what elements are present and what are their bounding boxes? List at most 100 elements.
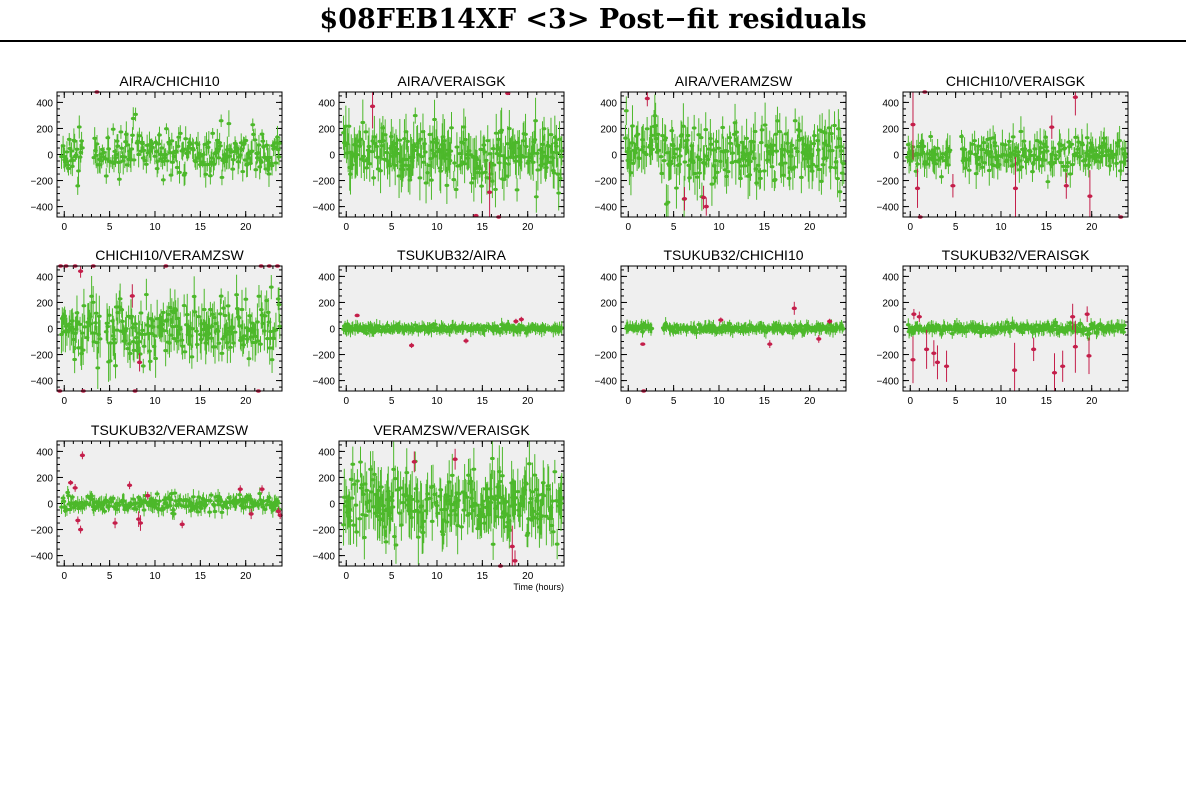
y-tick-label: −200	[876, 177, 899, 188]
residual-point	[255, 151, 261, 155]
residual-point	[169, 139, 175, 143]
residual-point	[262, 314, 268, 318]
residual-point	[532, 138, 538, 142]
residual-point	[640, 330, 645, 334]
residual-point	[129, 147, 135, 151]
x-tick-label: 0	[61, 222, 67, 233]
y-tick-label: 0	[893, 151, 899, 162]
residual-point	[114, 328, 120, 332]
residual-point	[981, 140, 987, 145]
residual-point	[118, 130, 124, 134]
x-tick-label: 5	[389, 222, 395, 233]
flagged-point	[1012, 186, 1019, 191]
residual-point	[194, 329, 199, 333]
residual-point	[177, 170, 182, 174]
residual-point	[116, 177, 122, 181]
residual-point	[106, 147, 111, 151]
residual-point	[697, 158, 703, 162]
x-tick-label: 0	[343, 396, 349, 407]
residual-point	[400, 167, 406, 172]
y-tick-label: −400	[594, 377, 617, 388]
residual-point	[969, 142, 975, 146]
y-tick-label: 400	[600, 272, 617, 283]
flagged-point	[910, 357, 916, 362]
residual-point	[259, 132, 265, 136]
residual-point	[493, 187, 498, 192]
residual-point	[432, 117, 437, 122]
residual-point	[697, 171, 702, 175]
title-rule	[0, 40, 1186, 42]
residual-point	[474, 157, 480, 162]
x-tick-label: 0	[61, 396, 67, 407]
y-tick-label: −400	[312, 377, 335, 388]
residual-point	[649, 326, 655, 331]
residual-point	[137, 352, 143, 356]
residual-plot: CHICHI10/VERAISGK 0 5 10 15 20 −400 −200 0 200 400	[876, 73, 1129, 233]
residual-point	[361, 154, 366, 158]
y-tick-label: −400	[30, 203, 53, 214]
residual-point	[380, 126, 386, 130]
residual-point	[829, 149, 835, 153]
residual-point	[655, 132, 661, 137]
residual-point	[769, 165, 775, 169]
residual-point	[93, 321, 98, 325]
residual-point	[786, 176, 792, 180]
residual-point	[771, 143, 777, 147]
y-tick-label: −400	[312, 203, 335, 214]
residual-point	[451, 178, 457, 182]
residual-point	[247, 314, 253, 318]
residual-point	[418, 137, 424, 141]
residual-point	[217, 312, 223, 316]
residual-point	[837, 190, 843, 194]
flagged-point	[916, 314, 922, 319]
residual-panel: TSUKUB32/CHICHI10 0 5 10 15 20 −400 −200 0 200 400	[576, 241, 866, 411]
plot-frame	[620, 91, 847, 218]
y-tick-label: 200	[318, 124, 335, 135]
residual-point	[1045, 180, 1051, 184]
flagged-point	[1011, 368, 1018, 372]
residual-point	[382, 133, 388, 137]
residual-point	[276, 155, 282, 159]
residual-point	[792, 119, 798, 123]
residual-panel: TSUKUB32/VERAMZSW 0 5 10 15 20 −400 −200 0 200 400	[12, 416, 302, 586]
flagged-point	[640, 342, 646, 346]
residual-point	[157, 133, 162, 137]
x-tick-label: 5	[671, 222, 677, 233]
residual-point	[114, 139, 120, 143]
residual-point	[1070, 163, 1075, 167]
plot-frame	[56, 91, 283, 218]
residual-point	[627, 158, 633, 162]
residual-point	[526, 159, 532, 163]
x-tick-label: 10	[149, 222, 161, 233]
residual-point	[687, 176, 692, 180]
residual-point	[976, 144, 981, 148]
flagged-point	[1070, 314, 1076, 319]
x-tick-label: 15	[477, 222, 489, 233]
residual-point	[378, 169, 383, 173]
residual-point	[127, 351, 133, 356]
residual-point	[761, 169, 767, 173]
residual-point	[469, 181, 474, 185]
residual-point	[240, 169, 246, 174]
residual-point	[163, 349, 169, 353]
residual-point	[216, 156, 222, 160]
residual-point	[260, 139, 266, 143]
residual-point	[661, 159, 667, 163]
x-tick-label: 5	[107, 396, 113, 407]
residual-point	[117, 297, 123, 301]
residual-point	[74, 147, 80, 151]
residual-point	[656, 148, 662, 152]
residual-point	[555, 172, 561, 176]
residual-point	[1044, 149, 1050, 153]
residual-point	[496, 137, 501, 141]
residual-point	[928, 134, 934, 139]
residual-point	[153, 356, 159, 361]
panel-title: AIRA/VERAMZSW	[675, 73, 793, 89]
residual-point	[797, 129, 803, 133]
residual-point	[540, 142, 545, 146]
residual-point	[65, 163, 71, 167]
residual-point	[265, 310, 271, 315]
residual-point	[1072, 154, 1078, 158]
residual-point	[696, 133, 702, 137]
